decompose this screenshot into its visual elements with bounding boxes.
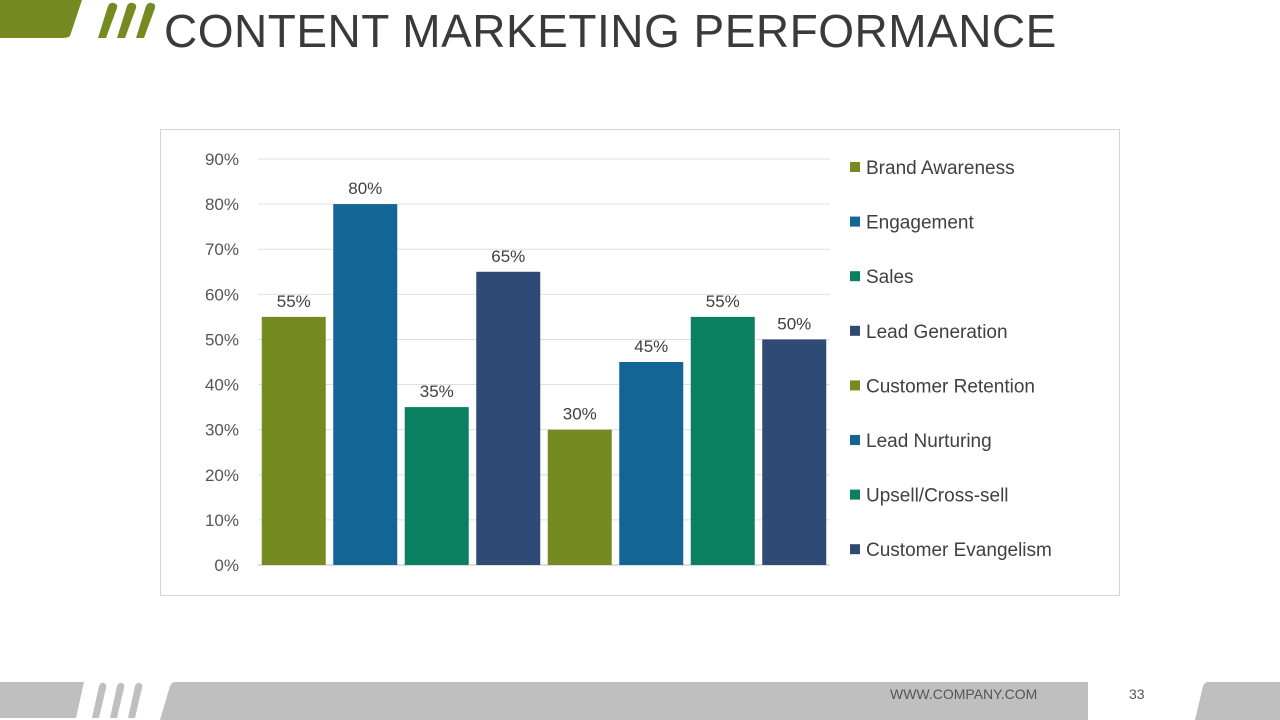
bar-4	[547, 429, 612, 565]
legend-label: Customer Retention	[866, 376, 1035, 397]
y-tick-label: 10%	[205, 511, 239, 530]
legend-label: Customer Evangelism	[866, 540, 1052, 561]
y-tick-label: 60%	[205, 285, 239, 304]
legend-swatch	[850, 216, 860, 227]
data-label: 30%	[563, 405, 597, 424]
y-tick-label: 90%	[205, 150, 239, 169]
legend-swatch	[850, 325, 860, 336]
y-tick-label: 40%	[205, 376, 239, 395]
bar-6	[690, 316, 755, 565]
data-label: 80%	[348, 179, 382, 198]
bar-2	[404, 407, 469, 565]
bar-3	[476, 271, 541, 565]
data-label: 55%	[706, 292, 740, 311]
legend-swatch	[850, 544, 860, 555]
data-label: 45%	[634, 337, 668, 356]
footer-url[interactable]: WWW.COMPANY.COM	[890, 686, 1038, 702]
data-label: 65%	[491, 247, 525, 266]
data-label: 55%	[277, 292, 311, 311]
legend-swatch	[850, 162, 860, 172]
legend-label: Upsell/Cross-sell	[866, 486, 1009, 507]
y-tick-label: 50%	[205, 330, 239, 349]
legend-swatch	[850, 489, 860, 500]
footer-decoration	[0, 682, 1280, 720]
y-tick-label: 0%	[214, 556, 239, 575]
legend-swatch	[850, 271, 860, 282]
y-tick-label: 20%	[205, 466, 239, 485]
data-label: 35%	[420, 382, 454, 401]
page-number: 33	[1129, 686, 1145, 702]
legend-label: Brand Awareness	[866, 158, 1015, 179]
y-tick-label: 80%	[205, 195, 239, 214]
data-label: 50%	[777, 314, 811, 333]
legend-swatch	[850, 435, 860, 445]
y-tick-label: 70%	[205, 240, 239, 259]
legend-label: Lead Generation	[866, 322, 1008, 343]
legend-label: Engagement	[866, 213, 974, 234]
legend-swatch	[850, 380, 860, 391]
bar-0	[261, 316, 326, 565]
y-tick-label: 30%	[205, 421, 239, 440]
bar-5	[619, 362, 684, 565]
chart-frame	[160, 129, 1120, 596]
legend-label: Lead Nurturing	[866, 431, 992, 452]
page-title: CONTENT MARKETING PERFORMANCE	[164, 5, 1057, 57]
bar-7	[762, 339, 827, 565]
legend-label: Sales	[866, 267, 914, 288]
header-decoration	[0, 0, 156, 39]
bar-1	[333, 204, 398, 565]
